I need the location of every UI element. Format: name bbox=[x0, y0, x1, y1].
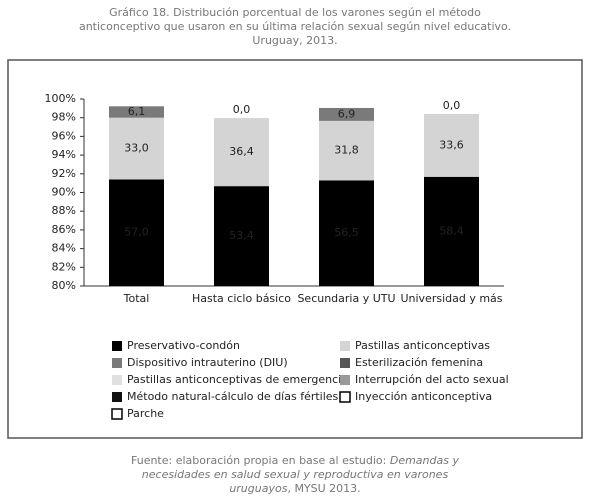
chart-title: Gráfico 18. Distribución porcentual de l… bbox=[78, 6, 512, 47]
bar-segment bbox=[214, 118, 269, 187]
legend-label: Interrupción del acto sexual bbox=[355, 373, 509, 386]
legend-swatch bbox=[340, 358, 350, 368]
legend-swatch bbox=[340, 341, 350, 351]
bar-segment bbox=[424, 176, 479, 286]
x-tick-label: Universidad y más bbox=[400, 292, 502, 305]
data-label: 0,0 bbox=[233, 103, 251, 116]
x-tick-label: Hasta ciclo básico bbox=[192, 292, 291, 305]
source-text: , MYSU 2013. bbox=[287, 482, 361, 495]
y-tick-label: 82% bbox=[52, 260, 76, 273]
legend-swatch bbox=[339, 391, 351, 403]
data-label: 53,4 bbox=[229, 229, 254, 242]
legend-label: Dispositivo intrauterino (DIU) bbox=[127, 356, 288, 369]
y-tick-label: 94% bbox=[52, 148, 76, 161]
bar-segment bbox=[109, 179, 164, 286]
bar-segment bbox=[319, 180, 374, 286]
x-tick-label: Secundaria y UTU bbox=[297, 292, 395, 305]
data-label: 58,4 bbox=[439, 224, 464, 237]
bar-segment bbox=[109, 117, 164, 180]
y-tick-label: 90% bbox=[52, 186, 76, 199]
y-tick-label: 80% bbox=[52, 279, 76, 292]
data-label: 33,6 bbox=[439, 138, 464, 151]
y-tick-label: 84% bbox=[52, 242, 76, 255]
y-tick-label: 92% bbox=[52, 167, 76, 180]
data-label: 6,9 bbox=[338, 107, 356, 120]
bar-segment bbox=[214, 186, 269, 286]
data-label: 57,0 bbox=[124, 226, 149, 239]
bar-segment bbox=[109, 106, 164, 118]
legend-swatch bbox=[112, 358, 122, 368]
source-text: Fuente: elaboración propia en base al es… bbox=[131, 454, 390, 467]
frame bbox=[7, 59, 583, 439]
data-label: 33,0 bbox=[124, 142, 149, 155]
bar-segment bbox=[319, 107, 374, 121]
legend-swatch bbox=[112, 375, 122, 385]
legend-label: Esterilización femenina bbox=[355, 356, 483, 369]
y-tick-label: 86% bbox=[52, 223, 76, 236]
data-label: 0,0 bbox=[443, 99, 461, 112]
legend-label: Pastillas anticonceptivas de emergencia bbox=[127, 373, 348, 386]
y-tick-label: 98% bbox=[52, 111, 76, 124]
legend-label: Preservativo-condón bbox=[127, 339, 240, 352]
legend-label: Parche bbox=[127, 407, 164, 420]
data-label: 56,5 bbox=[334, 226, 359, 239]
legend-swatch bbox=[112, 341, 122, 351]
x-tick-label: Total bbox=[123, 292, 150, 305]
data-label: 31,8 bbox=[334, 144, 359, 157]
bar-segment bbox=[424, 113, 479, 177]
legend-label: Pastillas anticonceptivas bbox=[355, 339, 490, 352]
source-title: Demandas y necesidades en salud sexual y… bbox=[141, 454, 459, 495]
legend-label: Inyección anticonceptiva bbox=[355, 390, 492, 403]
chart: 80% 82% 84% 86% 88% 90% 92% 94% 96% 98% 100% Total 5… bbox=[7, 59, 583, 439]
y-tick-label: 96% bbox=[52, 129, 76, 142]
source: Fuente: elaboración propia en base al es… bbox=[120, 454, 470, 496]
data-label: 6,1 bbox=[128, 105, 146, 118]
legend-swatch bbox=[112, 392, 122, 402]
bar-segment bbox=[319, 120, 374, 181]
data-label: 36,4 bbox=[229, 145, 254, 158]
y-tick-label: 88% bbox=[52, 204, 76, 217]
legend-swatch bbox=[340, 375, 350, 385]
y-tick-label: 100% bbox=[45, 92, 76, 105]
legend-label: Método natural-cálculo de días fértiles bbox=[127, 390, 339, 403]
legend-swatch bbox=[111, 408, 123, 420]
